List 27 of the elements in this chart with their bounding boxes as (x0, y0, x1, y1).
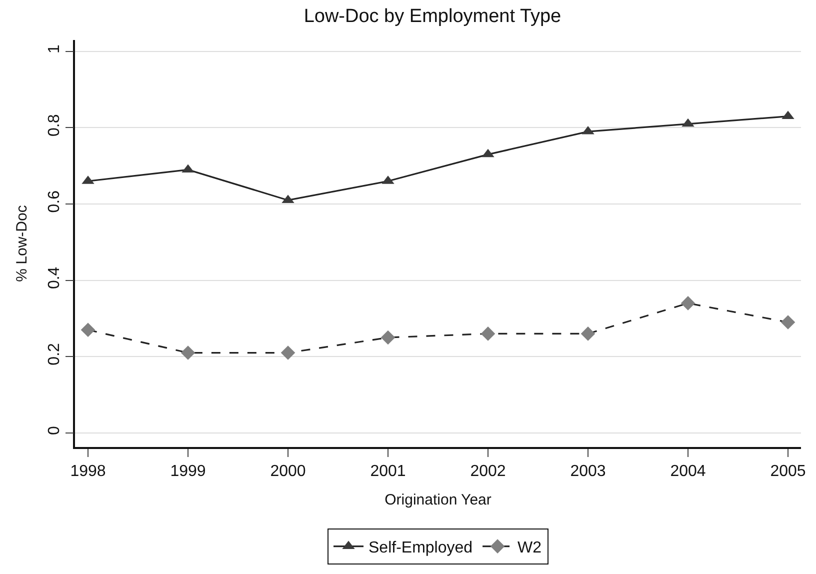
y-tick-label: 0 (46, 426, 63, 435)
x-tick-label: 1999 (170, 462, 206, 480)
x-tick-label: 2000 (270, 462, 306, 480)
x-tick-label: 2002 (470, 462, 506, 480)
y-tick-label: 0.6 (46, 190, 63, 213)
legend-label: Self-Employed (368, 540, 473, 557)
point (80, 322, 96, 338)
point (180, 346, 196, 360)
y-tick-label: 0.4 (46, 266, 63, 290)
chart-title: Low-Doc by Employment Type (304, 6, 562, 27)
x-tick-label: 1998 (70, 462, 106, 480)
point (780, 315, 796, 330)
point (580, 326, 596, 341)
point (380, 330, 396, 345)
x-tick-label: 2004 (670, 462, 706, 480)
y-axis-title: % Low-Doc (14, 204, 31, 282)
x-tick-label: 2003 (570, 462, 606, 480)
point (680, 296, 696, 310)
point (480, 326, 496, 341)
y-tick-label: 1 (46, 44, 63, 54)
legend-label: W2 (518, 540, 542, 557)
x-tick-label: 2005 (770, 462, 806, 480)
x-tick-label: 2001 (370, 462, 406, 480)
point (280, 346, 296, 360)
y-tick-label: 0.2 (46, 342, 63, 366)
x-axis-title: Origination Year (384, 491, 492, 508)
y-tick-label: 0.8 (46, 114, 63, 136)
